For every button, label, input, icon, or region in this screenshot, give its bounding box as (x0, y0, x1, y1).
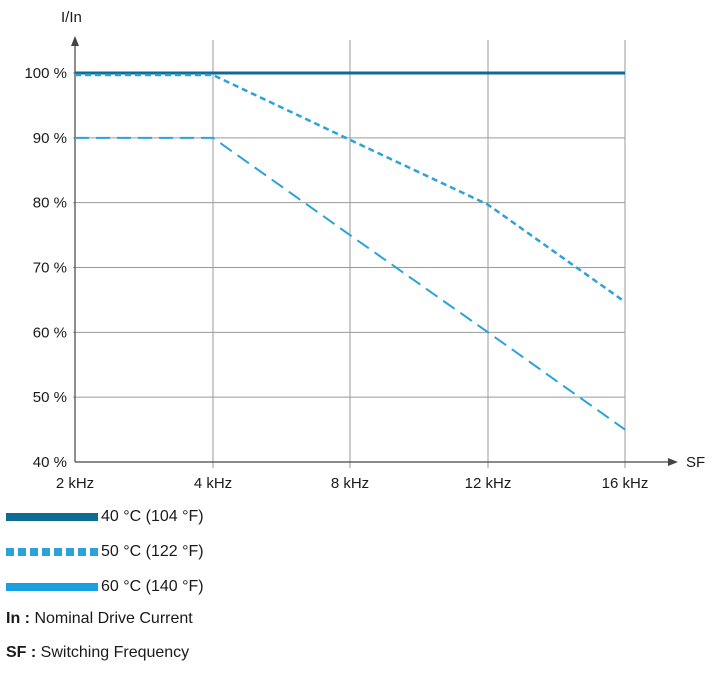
derating-chart: 100 % 90 % 80 % 70 % 60 % 50 % 40 % 2 kHz 4 kHz 8… (24, 9, 705, 492)
note-sf: SF : Switching Frequency (6, 644, 193, 668)
x-axis-arrow (668, 458, 678, 466)
legend-dash (66, 548, 74, 556)
y-tick-label: 100 % (24, 65, 67, 82)
legend-label: 40 °C (104 °F) (101, 508, 204, 525)
legend-dash (78, 548, 86, 556)
note-key: In : (6, 610, 30, 627)
y-tick-label: 70 % (33, 260, 67, 277)
legend-item: 50 °C (122 °F) (6, 540, 204, 564)
legend-dash (6, 548, 14, 556)
notes: In : Nominal Drive Current SF : Switchin… (6, 610, 193, 678)
legend-swatch-40c (6, 513, 98, 521)
y-tick-label: 60 % (33, 324, 67, 341)
chart-series (75, 71, 626, 431)
note-text: Switching Frequency (36, 644, 190, 661)
legend-dash (54, 548, 62, 556)
y-tick-label: 50 % (33, 389, 67, 406)
chart-grid (73, 40, 626, 468)
legend-item: 60 °C (140 °F) (6, 575, 204, 599)
legend-swatch-60c (6, 583, 98, 591)
legend-dash (90, 548, 98, 556)
legend-label: 60 °C (140 °F) (101, 578, 204, 595)
y-axis-arrow (71, 36, 79, 46)
legend-dash (42, 548, 50, 556)
legend-swatch-50c (6, 548, 98, 556)
chart-axes (71, 36, 678, 466)
series-line (75, 73, 626, 303)
note-text: Nominal Drive Current (30, 610, 193, 627)
legend-dash (18, 548, 26, 556)
y-tick-label: 80 % (33, 195, 67, 212)
x-tick-label: 12 kHz (465, 475, 512, 492)
x-tick-label: 16 kHz (602, 475, 649, 492)
legend-dash (30, 548, 38, 556)
note-key: SF : (6, 644, 37, 661)
y-tick-label: 90 % (33, 130, 67, 147)
legend: 40 °C (104 °F) 50 °C (122 °F) 60 °C (140… (6, 505, 204, 610)
note-in: In : Nominal Drive Current (6, 610, 193, 634)
legend-item: 40 °C (104 °F) (6, 505, 204, 529)
series-line (75, 136, 626, 431)
legend-label: 50 °C (122 °F) (101, 543, 204, 560)
x-tick-label: 2 kHz (56, 475, 94, 492)
chart-labels: 100 % 90 % 80 % 70 % 60 % 50 % 40 % 2 kHz 4 kHz 8… (24, 9, 705, 492)
y-tick-label: 40 % (33, 454, 67, 471)
x-axis-title: SF (686, 454, 705, 471)
x-tick-label: 4 kHz (194, 475, 232, 492)
y-axis-title: I/In (61, 9, 82, 26)
x-tick-label: 8 kHz (331, 475, 369, 492)
